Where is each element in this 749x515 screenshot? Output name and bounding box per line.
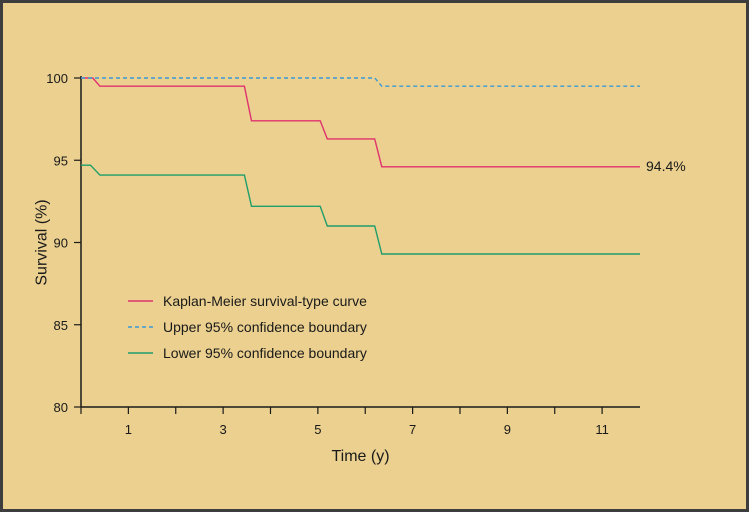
x-tick-label: 11: [595, 422, 609, 437]
x-tick-label: 3: [220, 422, 227, 437]
survival-chart: 1 3 5 7 9 11 80 85 90 95 100 94.4% Time (y) Survi…: [34, 71, 686, 465]
y-axis-label: Survival (%): [34, 199, 51, 285]
y-tick-label: 100: [46, 71, 68, 86]
end-value-label: 94.4%: [646, 158, 686, 174]
x-ticks: 1 3 5 7 9 11: [80, 407, 609, 437]
x-tick-label: 7: [409, 422, 416, 437]
x-tick-label: 9: [504, 422, 511, 437]
axes: 1 3 5 7 9 11 80 85 90 95 100: [46, 71, 640, 437]
y-tick-label: 90: [54, 236, 68, 251]
x-axis-label: Time (y): [331, 448, 389, 465]
y-ticks: 80 85 90 95 100: [46, 71, 81, 415]
legend: Kaplan-Meier survival-type curve Upper 95…: [128, 293, 367, 361]
series-layer: [81, 77, 640, 255]
series-line-1: [81, 77, 640, 168]
x-tick-label: 1: [125, 422, 132, 437]
legend-label-1: Kaplan-Meier survival-type curve: [163, 293, 367, 309]
y-tick-label: 95: [54, 153, 68, 168]
x-tick-label: 5: [314, 422, 321, 437]
y-tick-label: 85: [54, 318, 68, 333]
series-line-3: [81, 164, 640, 255]
y-tick-label: 80: [54, 400, 68, 415]
series-line-2: [81, 77, 640, 87]
legend-label-2: Upper 95% confidence boundary: [163, 319, 367, 335]
legend-label-3: Lower 95% confidence boundary: [163, 345, 367, 361]
